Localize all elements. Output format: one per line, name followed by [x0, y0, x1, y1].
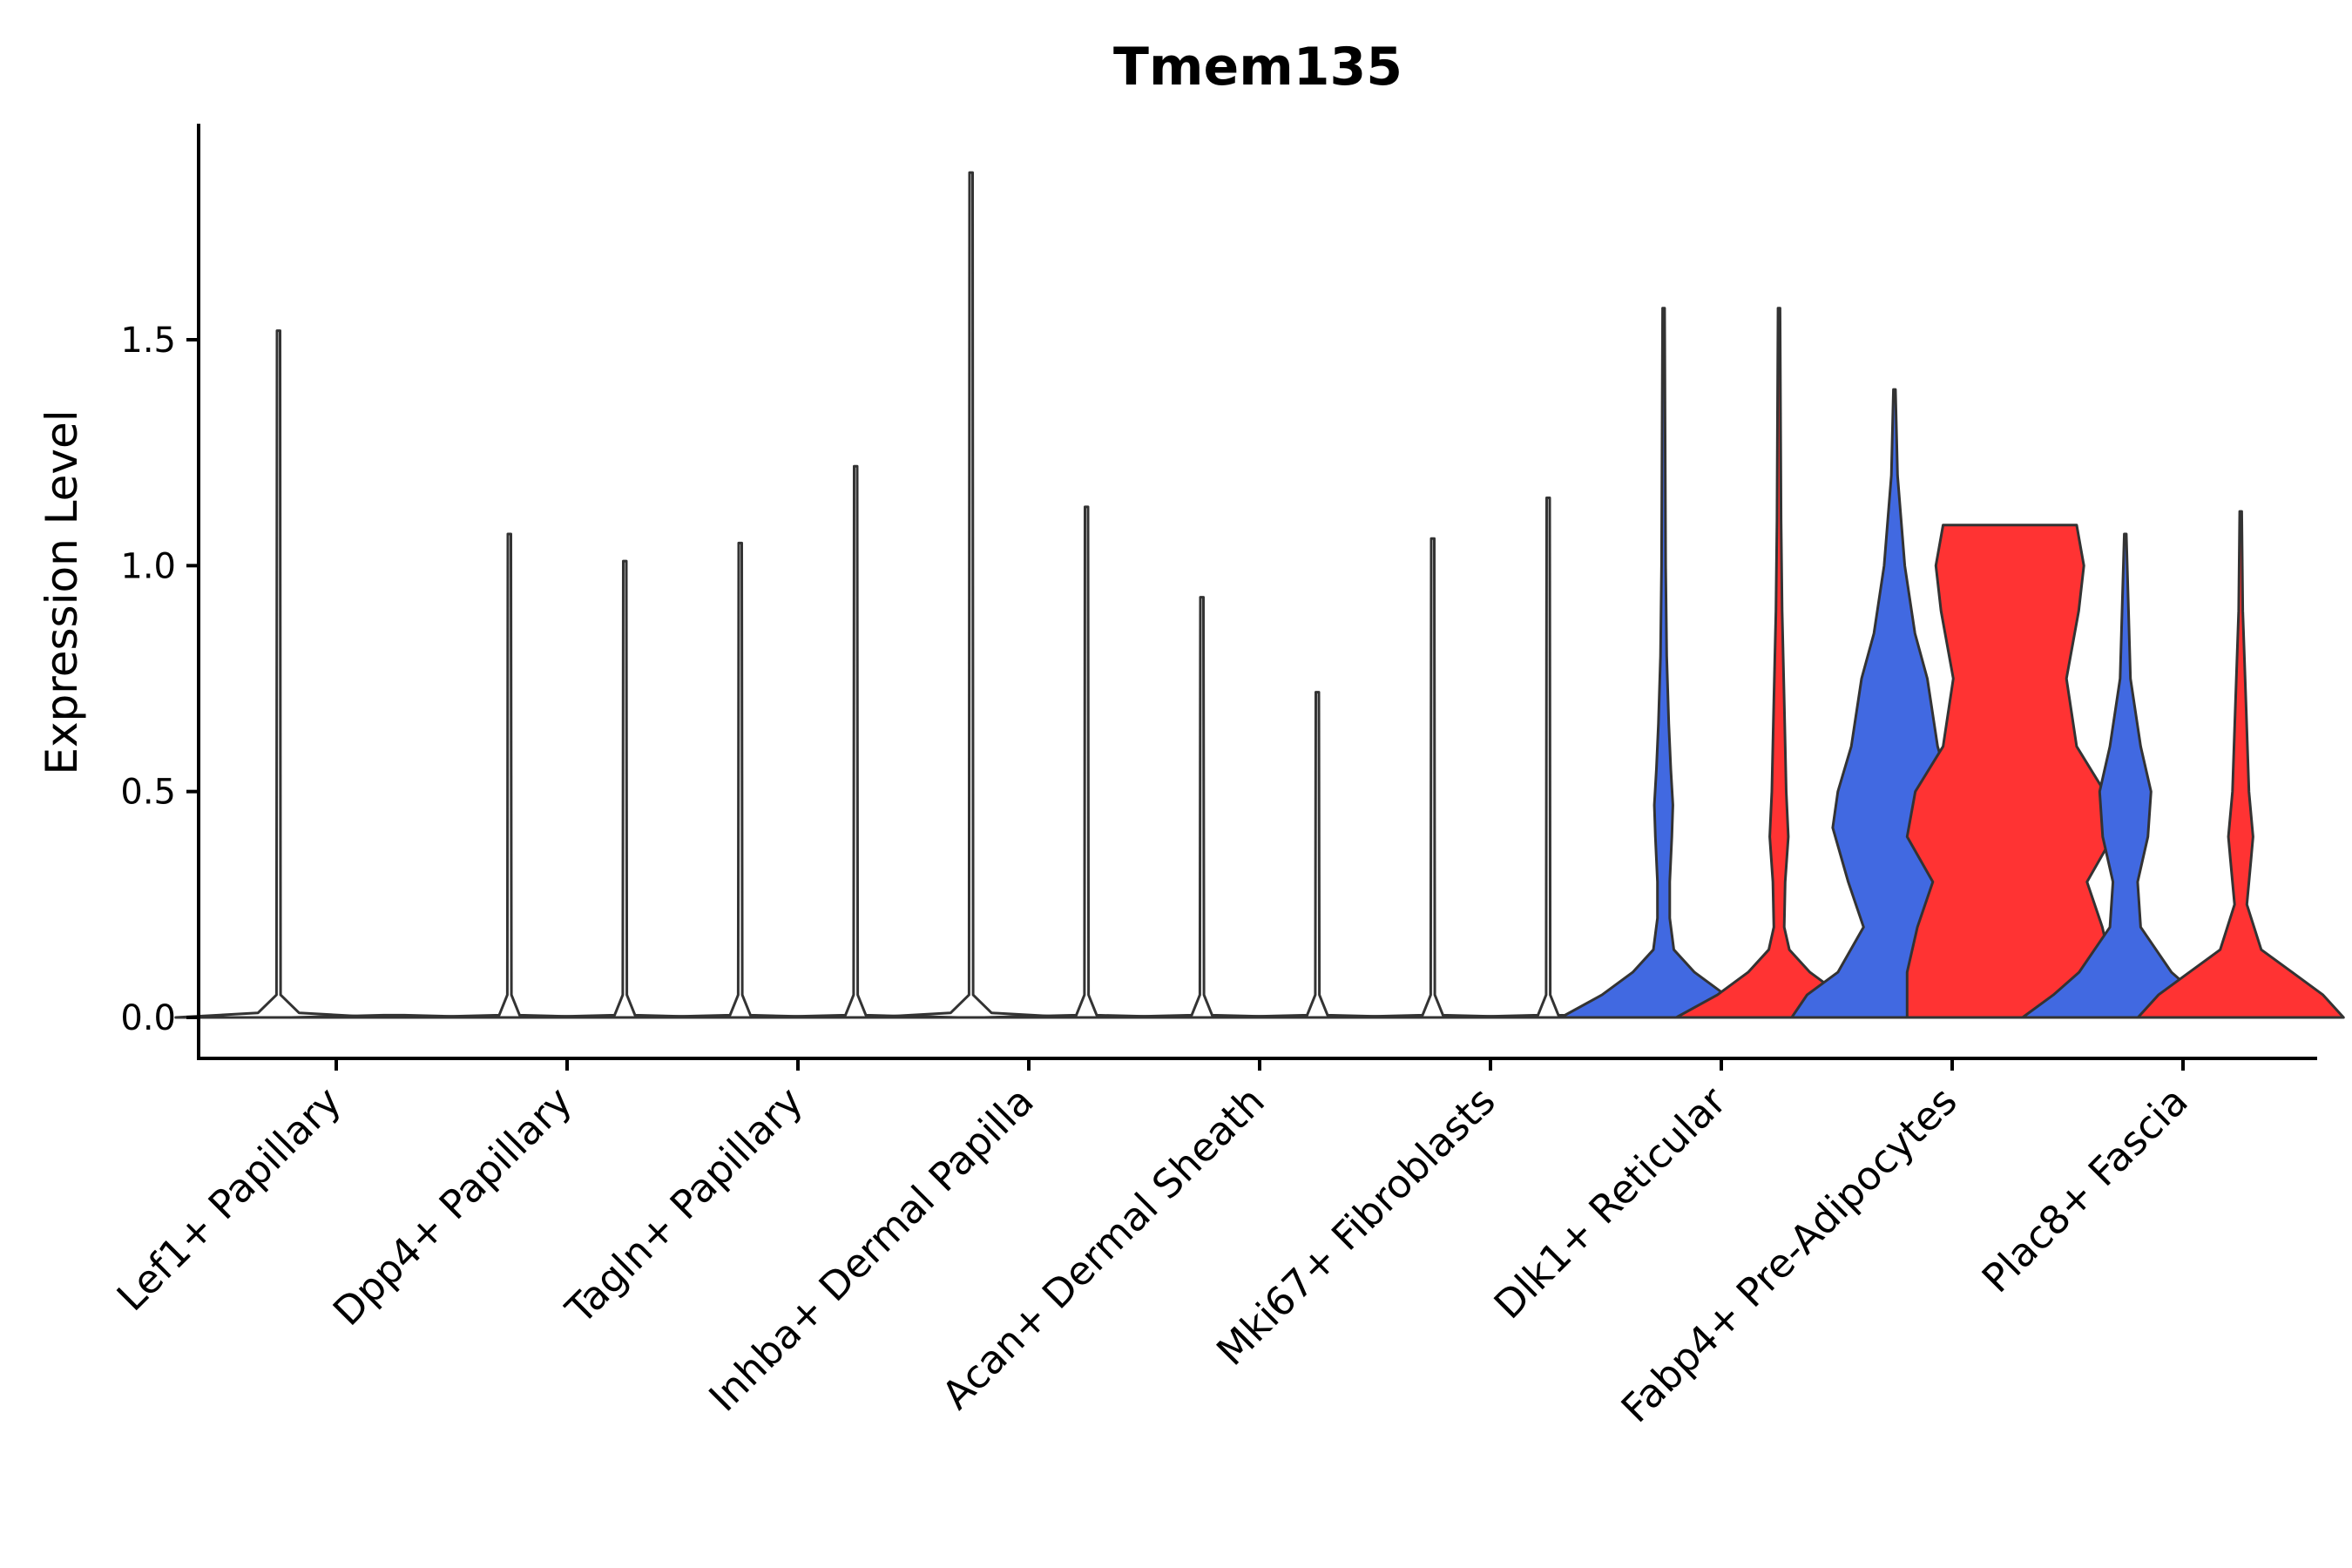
- y-tick-label: 1.5: [120, 321, 176, 361]
- y-tick-label: 0.0: [120, 998, 176, 1038]
- violin-red: [1213, 691, 1422, 1019]
- violin-red: [1443, 497, 1652, 1019]
- x-tick-label: Lef1+ Papillary: [108, 1078, 350, 1320]
- violin-red: [1674, 307, 1883, 1019]
- violin-blue: [1559, 307, 1768, 1019]
- violin-red: [982, 505, 1191, 1019]
- violin-red: [520, 559, 729, 1019]
- x-tick-label: Tagln+ Papillary: [557, 1078, 812, 1333]
- violin-blue: [1328, 537, 1538, 1019]
- violin-red: [2136, 510, 2345, 1019]
- violin-blue: [405, 532, 614, 1019]
- x-tick-label: Dpp4+ Papillary: [324, 1078, 581, 1335]
- violins-group: [174, 171, 2345, 1019]
- chart-title: Tmem135: [1113, 37, 1402, 98]
- y-ticks: 0.0 0.5 1.0 1.5: [120, 321, 199, 1038]
- x-tick-label: Dlk1+ Reticular: [1485, 1078, 1735, 1328]
- y-tick-label: 1.0: [120, 546, 176, 586]
- violin-blue: [636, 541, 845, 1019]
- violin-blue: [867, 171, 1076, 1019]
- violin-red: [1905, 524, 2114, 1019]
- y-axis-label: Expression Level: [37, 409, 87, 774]
- x-tick-label: Plac8+ Fascia: [1973, 1078, 2197, 1301]
- violin-blue: [2021, 532, 2230, 1019]
- violin-blue: [174, 329, 383, 1019]
- violin-blue: [1098, 596, 1307, 1019]
- violin-red: [751, 464, 960, 1019]
- y-tick-label: 0.5: [120, 773, 176, 813]
